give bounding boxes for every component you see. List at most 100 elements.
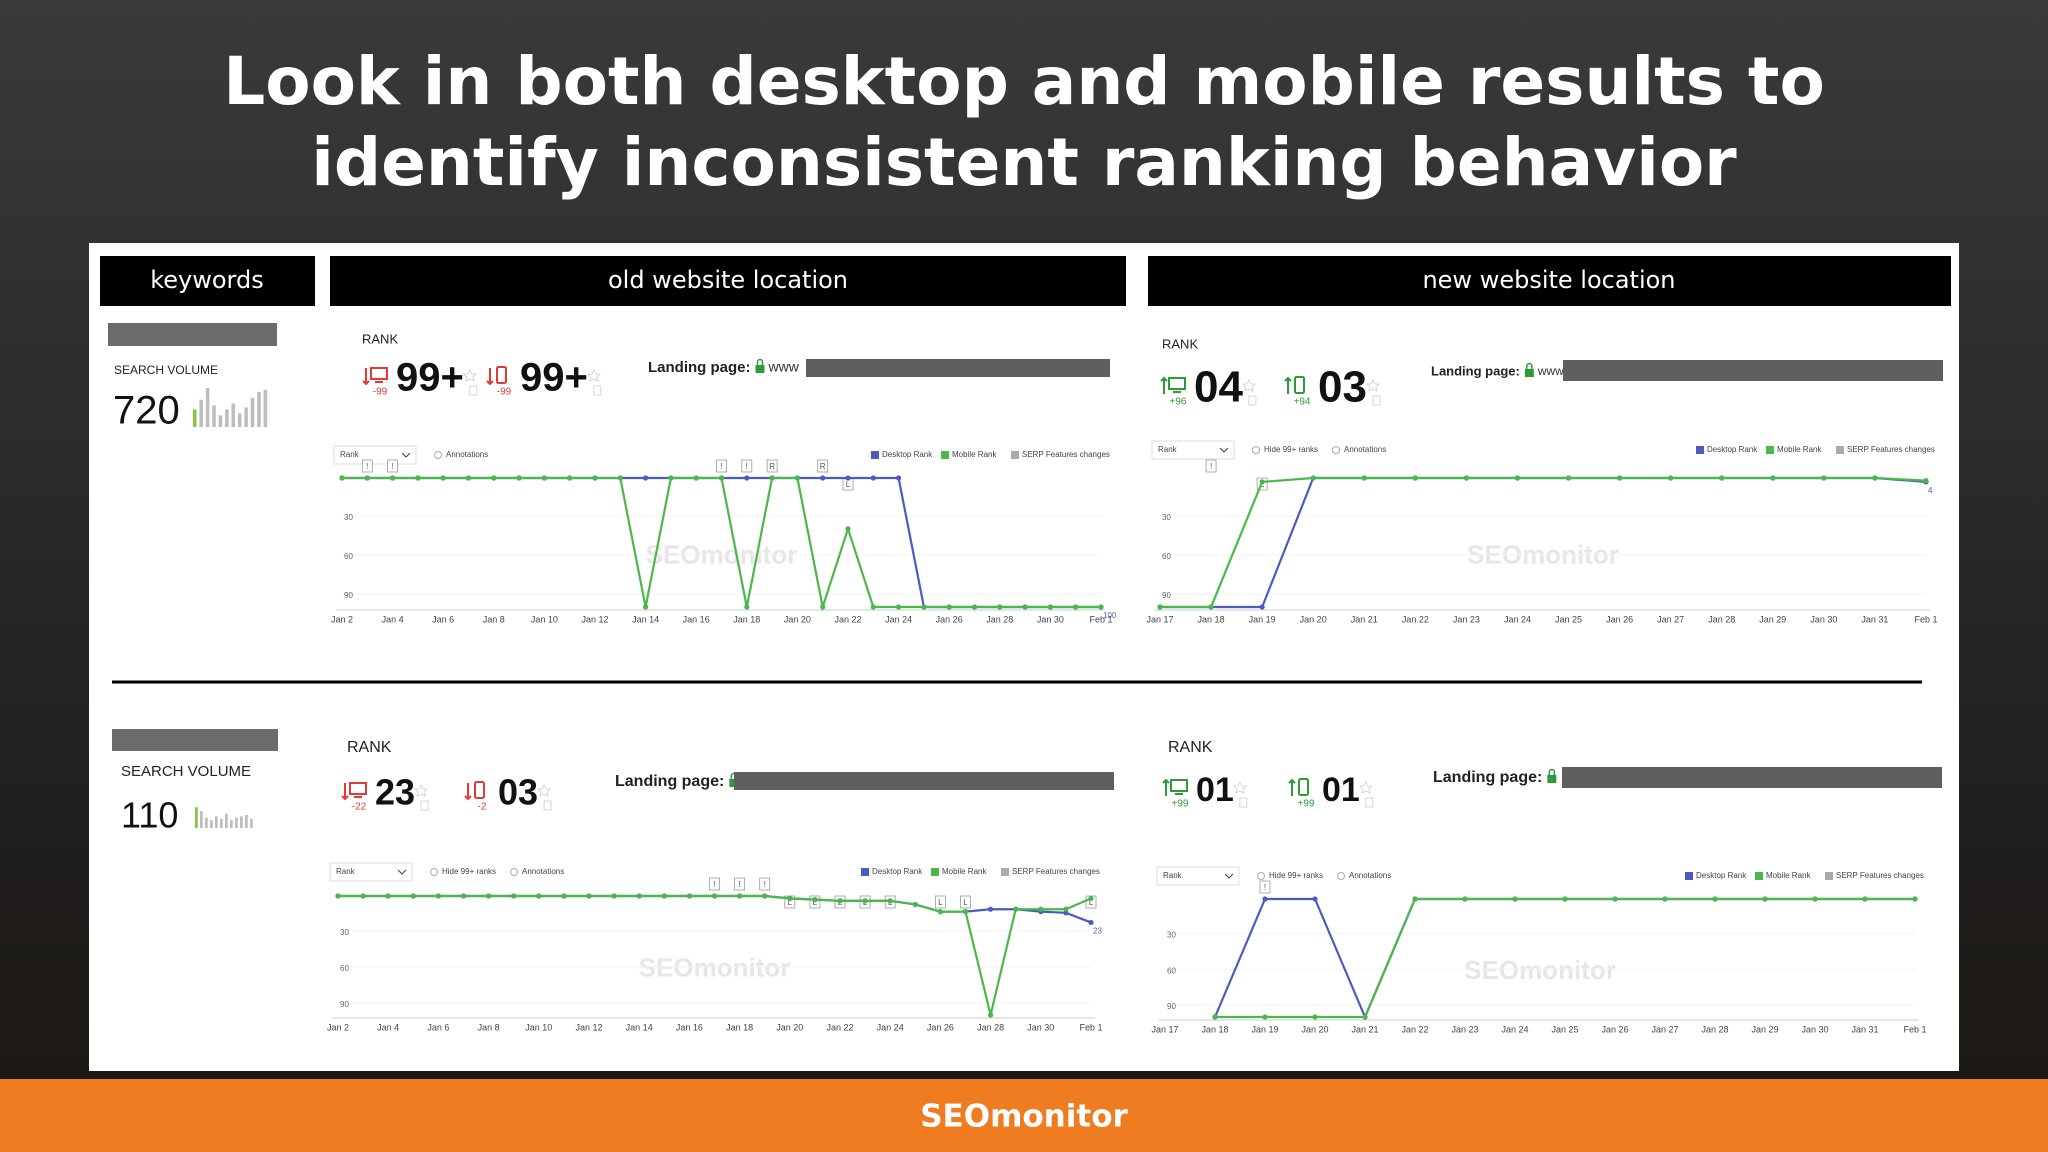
rank-point [921, 604, 927, 610]
y-tick-label: 60 [340, 964, 349, 973]
volume-bar [250, 397, 255, 427]
favorite-star[interactable] [1365, 379, 1380, 392]
rank-label: RANK [1168, 739, 1213, 756]
x-tick-label: Feb 1 [1089, 614, 1112, 624]
x-tick-label: Jan 19 [1251, 1024, 1278, 1034]
rank-point [1038, 906, 1044, 912]
legend-label: Mobile Rank [1777, 445, 1822, 454]
annotation-box[interactable] [716, 459, 727, 473]
x-tick-label: Jan 10 [531, 614, 558, 624]
search-volume: 110 [121, 795, 178, 836]
rank-point [536, 893, 542, 899]
annotation-box[interactable] [361, 459, 373, 473]
annotation-box[interactable] [759, 877, 771, 891]
trend-arrow [341, 783, 349, 801]
x-tick-label: Jan 12 [575, 1022, 602, 1032]
rank-point [592, 475, 598, 481]
control-label[interactable]: Annotations [522, 867, 564, 876]
favorite-star[interactable] [1241, 379, 1256, 392]
y-tick-label: 60 [344, 552, 353, 561]
rank-point [1259, 479, 1265, 485]
annotation-box[interactable] [1205, 459, 1217, 473]
legend-swatch [1011, 451, 1019, 459]
rank-point [1212, 1014, 1218, 1020]
control-label[interactable]: Hide 99+ ranks [1269, 871, 1323, 880]
x-tick-label: Jan 26 [1606, 614, 1633, 624]
x-tick-label: Jan 25 [1555, 614, 1582, 624]
volume-bar [193, 409, 197, 427]
landing-url: www [768, 359, 800, 375]
y-tick-label: 30 [1167, 931, 1176, 940]
legend-label: SERP Features changes [1836, 871, 1924, 880]
x-tick-label: Jan 22 [1401, 1024, 1428, 1034]
rank-select[interactable] [1151, 440, 1235, 460]
rank-point [410, 893, 416, 899]
trend-arrow [1288, 778, 1296, 796]
rank-select[interactable] [329, 862, 413, 882]
favorite-star[interactable] [1358, 781, 1373, 794]
annotation-label: ! [366, 462, 368, 471]
watermark: SEOmonitor [1464, 955, 1616, 985]
legend-label: Desktop Rank [872, 867, 923, 876]
rank-select[interactable] [1156, 866, 1240, 886]
volume-bar [231, 403, 236, 427]
x-tick-label: Jan 20 [776, 1022, 803, 1032]
annotation-label: L [813, 898, 818, 907]
annotation-box[interactable] [709, 877, 720, 891]
annotation-box[interactable] [734, 877, 745, 891]
rank-point [971, 604, 978, 610]
favorite-star[interactable] [414, 784, 429, 797]
rank-point [1013, 906, 1019, 912]
volume-bar [237, 413, 242, 427]
end-value-label: 4 [1928, 486, 1933, 495]
rank-point [686, 893, 693, 899]
landing-label: Landing page: [615, 773, 724, 790]
rank-point [870, 604, 876, 610]
annotation-box[interactable] [1259, 880, 1271, 894]
rank-point [567, 475, 573, 481]
annotation-label: ! [1210, 462, 1212, 471]
annotation-box[interactable] [387, 459, 399, 473]
legend-swatch [1001, 868, 1009, 876]
rank-point [1259, 604, 1265, 610]
x-tick-label: Jan 6 [427, 1022, 449, 1032]
favorite-star[interactable] [462, 369, 477, 382]
rank-point [1262, 1014, 1268, 1020]
rank-point [491, 475, 497, 481]
rank-point [1063, 906, 1069, 912]
favorite-star[interactable] [586, 369, 601, 382]
volume-bar [240, 816, 243, 828]
favorite-star[interactable] [537, 784, 552, 797]
rank-point [486, 893, 492, 899]
legend-swatch [941, 451, 949, 459]
redacted-keyword [112, 729, 278, 751]
rank-point [1617, 475, 1623, 481]
favorite-star[interactable] [1232, 781, 1247, 794]
annotation-box[interactable] [817, 459, 829, 473]
serp-icon [593, 385, 602, 396]
control-label: Rank [336, 867, 356, 876]
annotation-box[interactable] [766, 459, 778, 473]
redacted-url [1563, 360, 1943, 381]
redacted-keyword [108, 323, 277, 346]
rank-point [870, 475, 876, 481]
rank-point [862, 898, 868, 904]
control-label[interactable]: Annotations [1349, 871, 1391, 880]
control-label[interactable]: Hide 99+ ranks [1264, 445, 1318, 454]
rank-select[interactable] [333, 445, 417, 465]
control-label[interactable]: Hide 99+ ranks [442, 867, 496, 876]
annotation-box[interactable] [935, 895, 946, 909]
rank-point [561, 893, 567, 899]
annotation-label: ! [764, 880, 766, 889]
watermark: SEOmonitor [646, 539, 798, 569]
annotation-box[interactable] [960, 895, 971, 909]
x-tick-label: Jan 22 [1402, 614, 1429, 624]
y-tick-label: 30 [340, 928, 349, 937]
search-volume-label: SEARCH VOLUME [121, 763, 251, 780]
annotation-box[interactable] [741, 459, 753, 473]
control-label[interactable]: Annotations [446, 450, 488, 459]
serp-icon [1372, 395, 1381, 406]
x-tick-label: Jan 8 [483, 614, 505, 624]
control-label[interactable]: Annotations [1344, 445, 1386, 454]
legend-label: Desktop Rank [882, 450, 933, 459]
